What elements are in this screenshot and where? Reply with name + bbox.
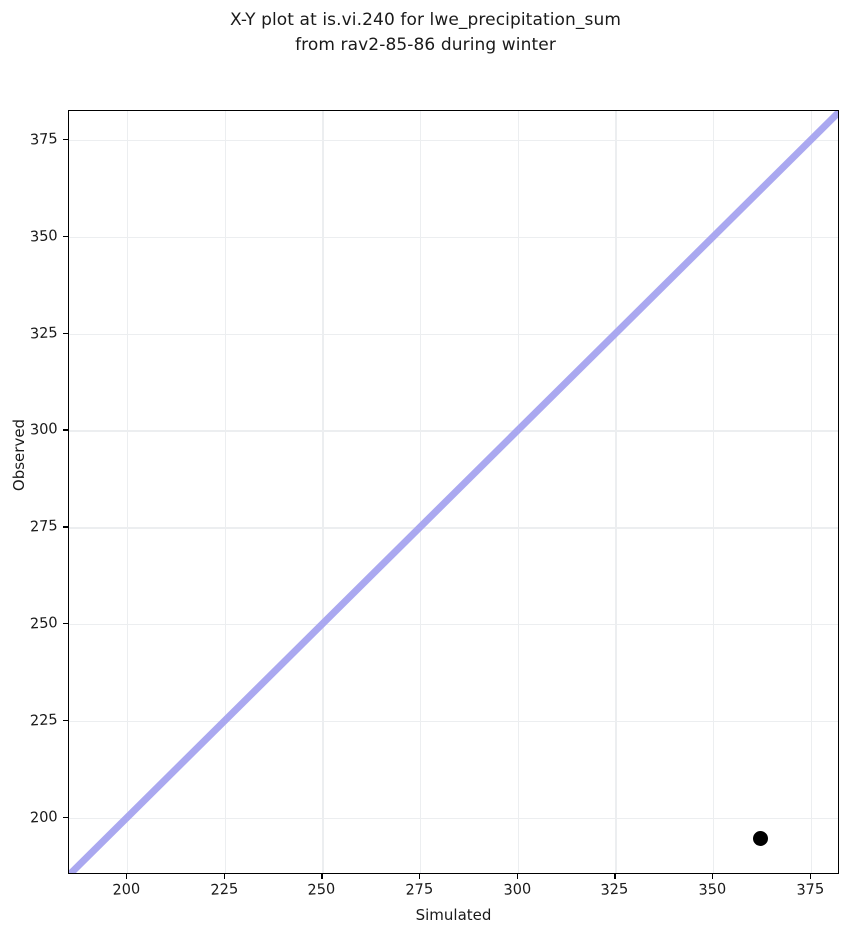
x-tick-mark	[321, 874, 323, 879]
gridline-horizontal	[69, 140, 838, 142]
x-tick-mark	[516, 874, 518, 879]
x-tick-label: 200	[112, 881, 141, 899]
y-tick-mark	[63, 429, 68, 431]
x-tick-label: 375	[795, 881, 825, 899]
x-tick-mark	[223, 874, 225, 879]
x-tick-mark	[125, 874, 128, 879]
x-tick-mark	[614, 874, 616, 879]
y-tick-label: 275	[29, 518, 59, 536]
y-tick-label: 350	[29, 227, 59, 246]
y-tick-mark	[63, 139, 68, 141]
y-tick-label: 250	[29, 615, 59, 633]
x-tick-mark	[712, 874, 714, 879]
gridline-vertical	[713, 111, 715, 873]
x-tick-label: 350	[698, 881, 727, 899]
one-to-one-reference-line	[69, 111, 838, 873]
y-tick-label: 300	[29, 421, 59, 439]
x-axis-label: Simulated	[415, 906, 492, 924]
y-axis-label: Observed	[10, 418, 28, 492]
y-tick-label: 375	[29, 131, 59, 149]
x-tick-mark	[418, 874, 421, 879]
x-tick-label: 300	[502, 881, 532, 899]
y-tick-mark	[63, 526, 68, 528]
gridline-vertical	[419, 111, 422, 873]
gridline-vertical	[126, 111, 129, 873]
gridline-horizontal	[69, 720, 838, 723]
x-tick-label: 325	[600, 881, 629, 899]
data-point	[752, 831, 768, 847]
y-tick-label: 225	[29, 711, 59, 730]
gridline-horizontal	[69, 430, 838, 432]
y-tick-mark	[63, 623, 68, 625]
plot-area	[68, 110, 839, 874]
y-tick-label: 325	[29, 324, 59, 343]
gridline-vertical	[224, 111, 226, 873]
y-tick-mark	[63, 235, 68, 238]
gridline-vertical	[615, 111, 617, 873]
x-tick-mark	[809, 874, 812, 879]
gridline-horizontal	[69, 527, 838, 529]
y-tick-mark	[63, 816, 68, 819]
gridline-vertical	[810, 111, 813, 873]
gridline-horizontal	[69, 817, 838, 820]
y-tick-label: 200	[29, 808, 59, 827]
x-tick-label: 225	[209, 881, 239, 899]
y-axis-tick-labels: 200 225 250 275 300 325 350 375	[0, 0, 58, 934]
gridline-horizontal	[69, 236, 838, 239]
gridline-vertical	[517, 111, 519, 873]
gridline-vertical	[322, 111, 324, 873]
x-tick-label: 250	[307, 881, 336, 899]
y-tick-mark	[63, 719, 68, 722]
gridline-horizontal	[69, 333, 838, 336]
x-tick-label: 275	[405, 881, 434, 899]
chart-title: X-Y plot at is.vi.240 for lwe_precipitat…	[229, 10, 622, 55]
gridline-horizontal	[69, 624, 838, 626]
y-tick-mark	[63, 332, 68, 335]
